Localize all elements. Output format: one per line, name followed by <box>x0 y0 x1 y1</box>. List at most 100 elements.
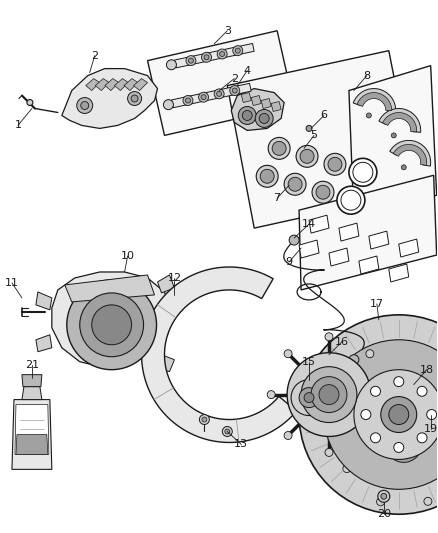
Circle shape <box>67 280 156 370</box>
Text: 10: 10 <box>120 251 134 261</box>
Circle shape <box>299 387 319 408</box>
Text: 16: 16 <box>335 337 349 347</box>
Polygon shape <box>389 264 409 282</box>
Ellipse shape <box>284 173 306 195</box>
Ellipse shape <box>349 158 377 186</box>
Circle shape <box>204 55 209 60</box>
Ellipse shape <box>260 169 274 183</box>
Text: 17: 17 <box>370 299 384 309</box>
Circle shape <box>217 49 227 59</box>
Polygon shape <box>12 400 52 470</box>
Polygon shape <box>349 66 437 220</box>
Polygon shape <box>299 240 319 258</box>
Text: 6: 6 <box>321 110 328 120</box>
Polygon shape <box>369 231 389 249</box>
Polygon shape <box>299 175 437 290</box>
Polygon shape <box>22 375 42 386</box>
Circle shape <box>304 393 314 402</box>
Ellipse shape <box>324 154 346 175</box>
Circle shape <box>163 100 173 110</box>
Wedge shape <box>390 140 431 166</box>
Text: 2: 2 <box>231 74 238 84</box>
Circle shape <box>424 497 432 505</box>
Circle shape <box>77 98 93 114</box>
Polygon shape <box>62 69 158 128</box>
Polygon shape <box>241 93 251 102</box>
Circle shape <box>366 432 374 440</box>
Ellipse shape <box>328 157 342 171</box>
Circle shape <box>284 432 292 440</box>
Circle shape <box>374 415 434 474</box>
Text: 18: 18 <box>420 365 434 375</box>
Circle shape <box>223 426 232 437</box>
Circle shape <box>356 397 438 492</box>
Circle shape <box>81 101 89 109</box>
Text: 1: 1 <box>14 120 21 131</box>
Polygon shape <box>382 112 417 132</box>
Text: 5: 5 <box>311 131 318 140</box>
Circle shape <box>349 355 359 365</box>
Circle shape <box>371 433 381 443</box>
Polygon shape <box>261 99 271 109</box>
Circle shape <box>311 377 347 413</box>
Text: 19: 19 <box>424 424 438 434</box>
Circle shape <box>242 110 252 120</box>
Text: 20: 20 <box>377 509 391 519</box>
Circle shape <box>230 86 240 95</box>
Text: 13: 13 <box>234 439 248 449</box>
Ellipse shape <box>272 141 286 155</box>
Polygon shape <box>339 223 359 241</box>
Circle shape <box>394 442 404 453</box>
Circle shape <box>371 386 381 396</box>
Polygon shape <box>114 78 128 91</box>
Polygon shape <box>271 101 281 111</box>
Circle shape <box>127 92 141 106</box>
Circle shape <box>186 55 196 66</box>
Polygon shape <box>172 83 251 108</box>
Polygon shape <box>105 78 119 91</box>
Circle shape <box>255 109 273 127</box>
Wedge shape <box>379 109 421 132</box>
Circle shape <box>131 95 138 102</box>
Circle shape <box>366 350 374 358</box>
Circle shape <box>27 100 33 106</box>
Circle shape <box>343 465 351 473</box>
Ellipse shape <box>316 185 330 199</box>
Circle shape <box>183 95 193 106</box>
Circle shape <box>238 107 256 124</box>
Text: 15: 15 <box>302 357 316 367</box>
Polygon shape <box>309 215 329 233</box>
Circle shape <box>301 367 357 423</box>
Circle shape <box>185 98 191 103</box>
Circle shape <box>201 95 206 100</box>
Circle shape <box>225 429 230 434</box>
Circle shape <box>381 397 417 432</box>
Wedge shape <box>353 88 396 110</box>
Circle shape <box>306 125 312 132</box>
Text: 9: 9 <box>286 257 293 267</box>
Circle shape <box>217 91 222 96</box>
Circle shape <box>391 133 396 138</box>
Circle shape <box>291 379 327 416</box>
Ellipse shape <box>268 138 290 159</box>
Circle shape <box>202 417 207 422</box>
Circle shape <box>235 48 240 53</box>
Circle shape <box>417 433 427 443</box>
Polygon shape <box>16 434 48 455</box>
Ellipse shape <box>288 177 302 191</box>
Circle shape <box>259 114 269 124</box>
Polygon shape <box>86 78 100 91</box>
Polygon shape <box>134 78 148 91</box>
Text: 14: 14 <box>302 219 316 229</box>
Circle shape <box>378 490 390 502</box>
Polygon shape <box>329 248 349 266</box>
Polygon shape <box>158 355 174 372</box>
Text: 7: 7 <box>274 193 281 203</box>
Ellipse shape <box>341 190 361 210</box>
Circle shape <box>80 293 144 357</box>
Circle shape <box>377 498 385 506</box>
Polygon shape <box>52 272 171 368</box>
Polygon shape <box>357 93 392 110</box>
Circle shape <box>343 417 350 425</box>
Circle shape <box>394 377 404 386</box>
